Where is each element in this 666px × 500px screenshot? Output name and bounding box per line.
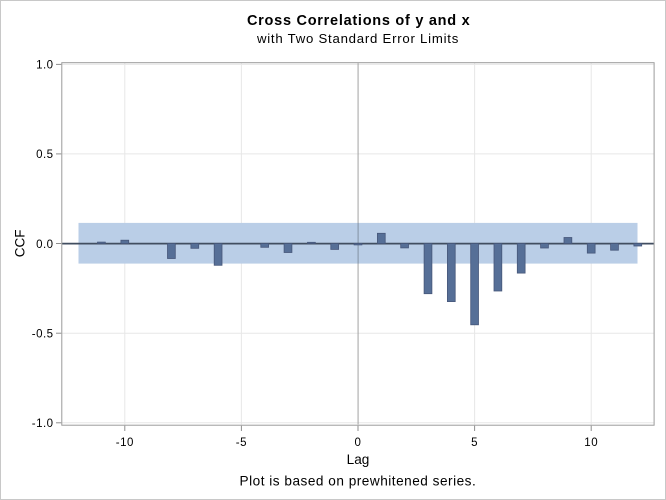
svg-text:5: 5 [471,437,478,449]
svg-text:-1.0: -1.0 [32,418,54,430]
svg-text:-5: -5 [236,437,247,449]
svg-text:Cross Correlations of y and x: Cross Correlations of y and x [247,13,470,29]
svg-text:Lag: Lag [347,452,370,467]
svg-text:CCF: CCF [13,230,28,258]
svg-text:Plot is based on prewhitened s: Plot is based on prewhitened series. [240,473,477,488]
svg-text:0.5: 0.5 [36,149,54,161]
svg-text:1.0: 1.0 [36,60,54,72]
svg-text:10: 10 [584,437,598,449]
svg-text:-0.5: -0.5 [32,328,54,340]
svg-text:0: 0 [355,437,362,449]
svg-text:-10: -10 [116,437,134,449]
svg-text:0.0: 0.0 [36,239,54,251]
svg-text:with Two Standard Error Limits: with Two Standard Error Limits [256,31,459,46]
